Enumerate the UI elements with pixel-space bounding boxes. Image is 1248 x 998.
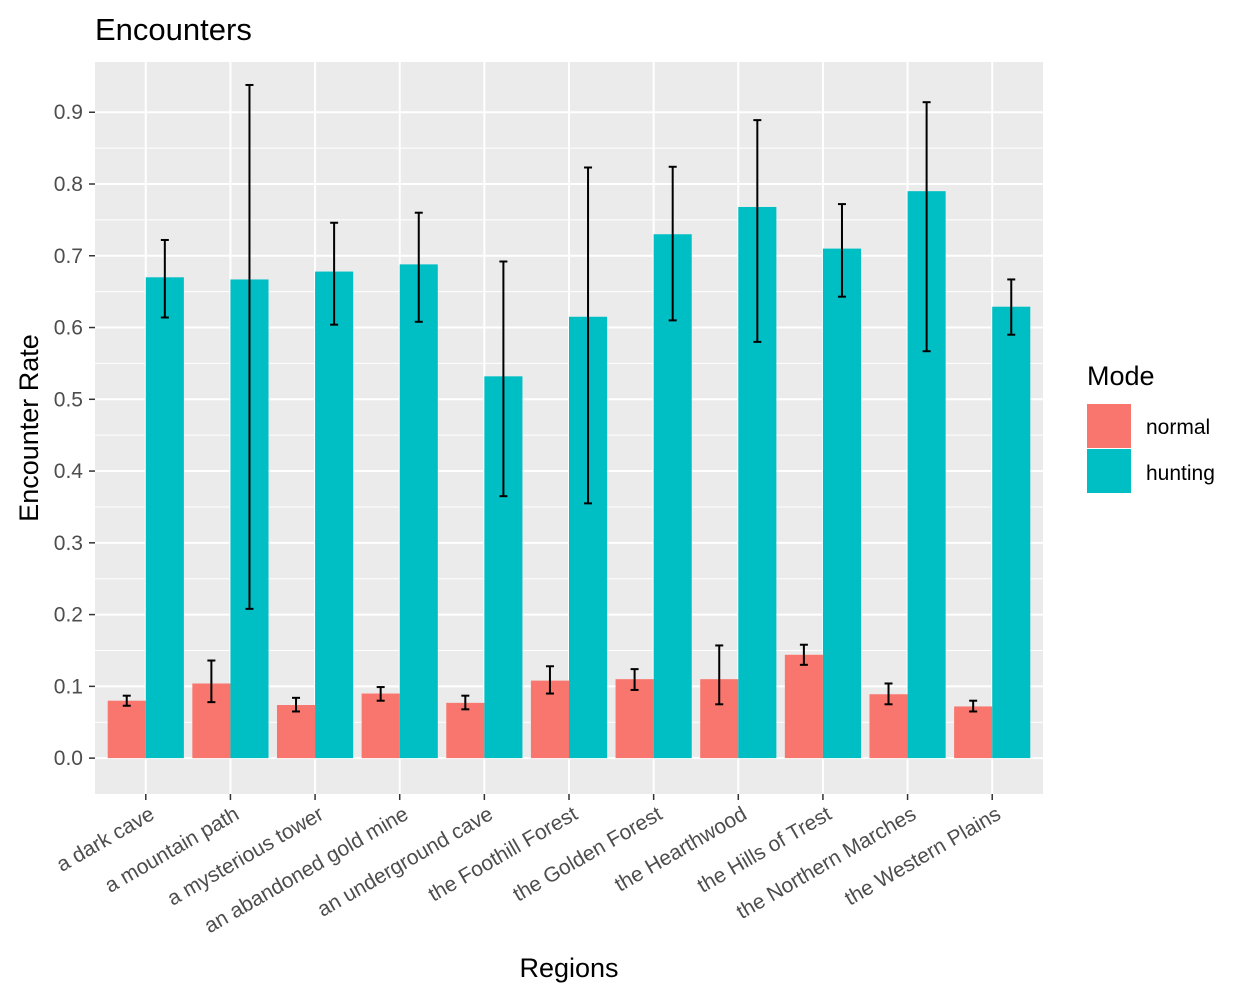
bar-normal xyxy=(107,700,146,759)
bar-normal xyxy=(361,693,400,759)
legend-key-normal xyxy=(1087,404,1131,448)
bar-hunting xyxy=(822,248,862,759)
bar-hunting xyxy=(653,234,692,759)
bar-hunting xyxy=(399,264,438,759)
bar-hunting xyxy=(315,271,354,759)
legend: Mode normal hunting xyxy=(1087,361,1215,493)
bar-normal xyxy=(784,654,823,759)
error-bars xyxy=(122,83,1016,713)
y-axis-title: Encounter Rate xyxy=(14,334,44,522)
legend-title: Mode xyxy=(1087,361,1155,391)
x-tick-label: the Foothill Forest xyxy=(424,802,581,906)
legend-label-normal: normal xyxy=(1146,416,1210,439)
chart-title: Encounters xyxy=(95,12,252,47)
x-tick-label: the Western Plains xyxy=(841,802,1005,910)
y-tick-label: 0.0 xyxy=(54,747,83,770)
bar-normal xyxy=(276,705,316,759)
y-tick-label: 0.5 xyxy=(54,388,83,411)
y-axis: 0.0 0.1 0.2 0.3 0.4 0.5 0.6 0.7 0.8 0.9 xyxy=(54,101,95,770)
bar-normal xyxy=(446,702,485,759)
y-tick-label: 0.6 xyxy=(54,317,83,340)
bar-normal xyxy=(954,706,993,759)
y-tick-label: 0.2 xyxy=(54,604,83,627)
legend-label-hunting: hunting xyxy=(1146,462,1215,485)
y-tick-label: 0.3 xyxy=(54,532,83,555)
y-tick-label: 0.9 xyxy=(54,101,83,124)
x-axis-title: Regions xyxy=(519,953,618,983)
y-tick-label: 0.8 xyxy=(54,173,83,196)
bar-hunting xyxy=(992,306,1031,759)
legend-key-hunting xyxy=(1087,449,1131,493)
y-tick-label: 0.4 xyxy=(54,460,84,483)
y-tick-label: 0.1 xyxy=(54,675,83,698)
y-tick-label: 0.7 xyxy=(54,245,83,268)
bar-hunting xyxy=(145,277,184,759)
x-tick-label: the Golden Forest xyxy=(509,802,666,906)
bar-normal xyxy=(615,679,654,759)
